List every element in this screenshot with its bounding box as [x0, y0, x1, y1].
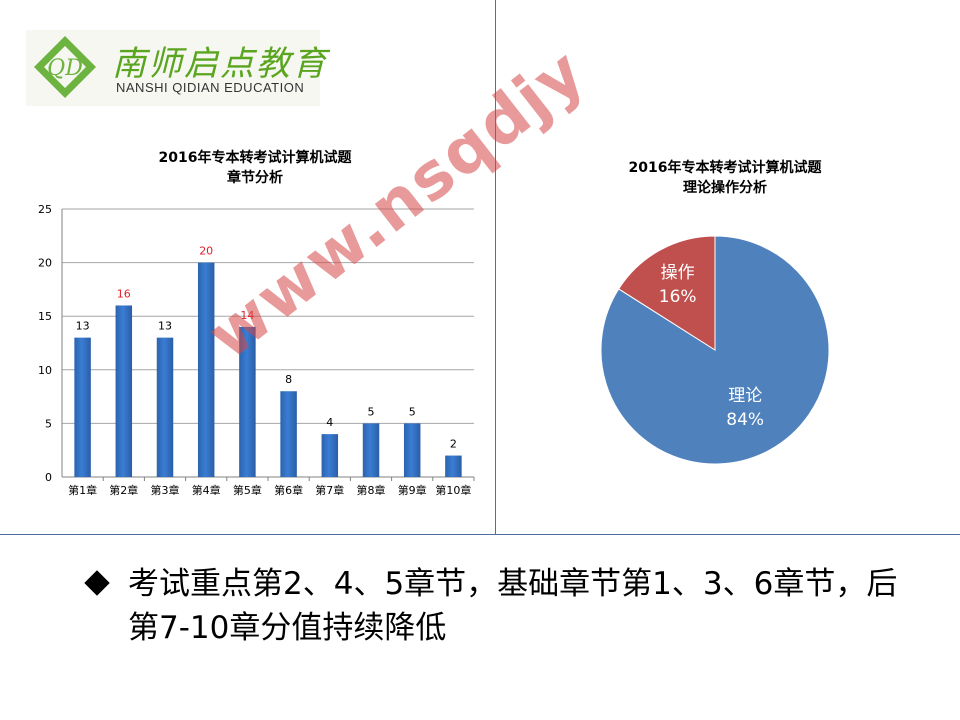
pie-label: 操作: [661, 263, 695, 283]
bar-chart: 051015202513第1章16第2章13第3章20第4章14第5章8第6章4…: [38, 203, 475, 497]
pie-slice: [618, 235, 716, 351]
x-tick-label: 第10章: [435, 483, 471, 497]
bar-chart-title-line2: 章节分析: [227, 170, 283, 186]
data-label: 14: [240, 309, 254, 322]
logo-mark-icon: QD: [34, 36, 96, 98]
y-tick-label: 10: [38, 364, 52, 377]
data-label: 8: [285, 373, 292, 386]
vertical-divider: [495, 0, 496, 535]
diamond-bullet-icon: [84, 570, 110, 596]
pie-chart-title-line2: 理论操作分析: [683, 180, 767, 196]
y-tick-label: 0: [45, 471, 52, 484]
bar: [445, 455, 462, 477]
data-label: 16: [117, 287, 131, 300]
y-tick-label: 15: [38, 310, 52, 323]
bar-chart-title: 2016年专本转考试计算机试题 章节分析: [100, 148, 410, 188]
bar: [403, 423, 421, 477]
data-label: 2: [450, 438, 457, 451]
bar: [321, 434, 339, 477]
y-tick-label: 25: [38, 203, 52, 216]
logo-chinese-text: 南师启点教育: [112, 44, 328, 84]
x-tick-label: 第6章: [274, 483, 303, 497]
bullet-text: 考试重点第2、4、5章节，基础章节第1、3、6章节，后第7-10章分值持续降低: [128, 566, 898, 646]
bar-chart-title-line1: 2016年专本转考试计算机试题: [158, 150, 352, 166]
bar: [156, 337, 174, 477]
x-tick-label: 第5章: [233, 483, 262, 497]
x-tick-label: 第3章: [151, 483, 180, 497]
data-label: 13: [76, 320, 90, 333]
x-tick-label: 第9章: [398, 483, 427, 497]
x-tick-label: 第8章: [357, 483, 386, 497]
logo-english-text: NANSHI QIDIAN EDUCATION: [116, 80, 305, 95]
logo-mark-text: QD: [47, 56, 83, 81]
data-label: 5: [368, 405, 375, 418]
data-label: 4: [326, 416, 333, 429]
pie-chart-title-line1: 2016年专本转考试计算机试题: [628, 160, 822, 176]
horizontal-divider: [0, 534, 960, 535]
x-tick-label: 第2章: [109, 483, 138, 497]
bar: [239, 326, 256, 477]
pie-chart-title: 2016年专本转考试计算机试题 理论操作分析: [580, 158, 870, 198]
x-tick-label: 第1章: [68, 483, 97, 497]
bar: [280, 391, 297, 477]
bar: [197, 262, 215, 477]
x-tick-label: 第7章: [315, 483, 344, 497]
y-tick-label: 20: [38, 257, 52, 270]
y-tick-label: 5: [45, 417, 52, 430]
data-label: 13: [158, 320, 172, 333]
pie-chart: 理论 84% 操作 16%: [600, 235, 830, 465]
data-label: 20: [199, 245, 213, 258]
pie-percent-label: 16%: [659, 287, 697, 307]
logo: QD 南师启点教育 NANSHI QIDIAN EDUCATION: [26, 30, 326, 106]
data-label: 5: [409, 405, 416, 418]
bar: [362, 423, 380, 477]
pie-percent-label: 84%: [726, 410, 764, 430]
bar: [115, 305, 133, 477]
bar: [74, 337, 91, 477]
pie-label: 理论: [728, 386, 762, 406]
x-tick-label: 第4章: [192, 483, 221, 497]
